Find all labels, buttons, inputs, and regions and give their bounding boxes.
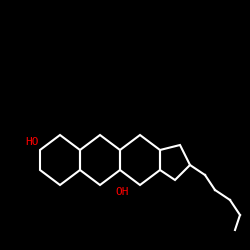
Text: HO: HO bbox=[25, 137, 38, 147]
Text: OH: OH bbox=[115, 187, 128, 197]
